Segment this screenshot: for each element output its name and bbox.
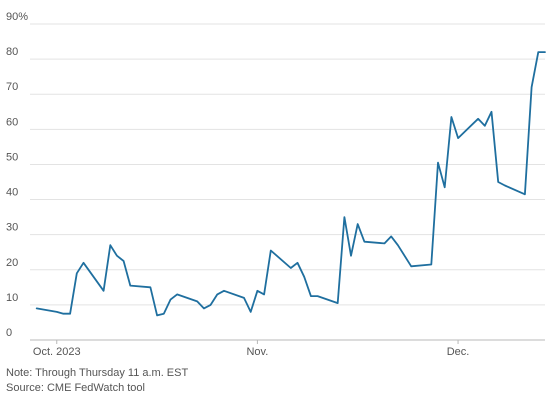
y-tick-label: 60 [6, 116, 18, 128]
y-tick-label: 80 [6, 46, 18, 58]
y-tick-label: 10 [6, 292, 18, 304]
y-tick-label: 70 [6, 81, 18, 93]
x-tick-label: Nov. [246, 346, 268, 358]
x-tick-label: Oct. 2023 [33, 346, 81, 358]
chart-source: Source: CME FedWatch tool [6, 382, 145, 394]
y-tick-label: 20 [6, 257, 18, 269]
series-line [35, 51, 546, 317]
chart-note: Note: Through Thursday 11 a.m. EST [6, 367, 189, 379]
x-tick-label: Dec. [447, 346, 470, 358]
y-tick-label: 50 [6, 151, 18, 163]
y-tick-label: 90% [6, 11, 28, 23]
y-tick-label: 40 [6, 187, 18, 199]
line-chart: 0 10 20 30 40 50 60 70 80 90% Oct. 2023 Nov. Dec. [6, 11, 546, 358]
y-tick-label: 0 [6, 327, 12, 339]
y-tick-label: 30 [6, 222, 18, 234]
